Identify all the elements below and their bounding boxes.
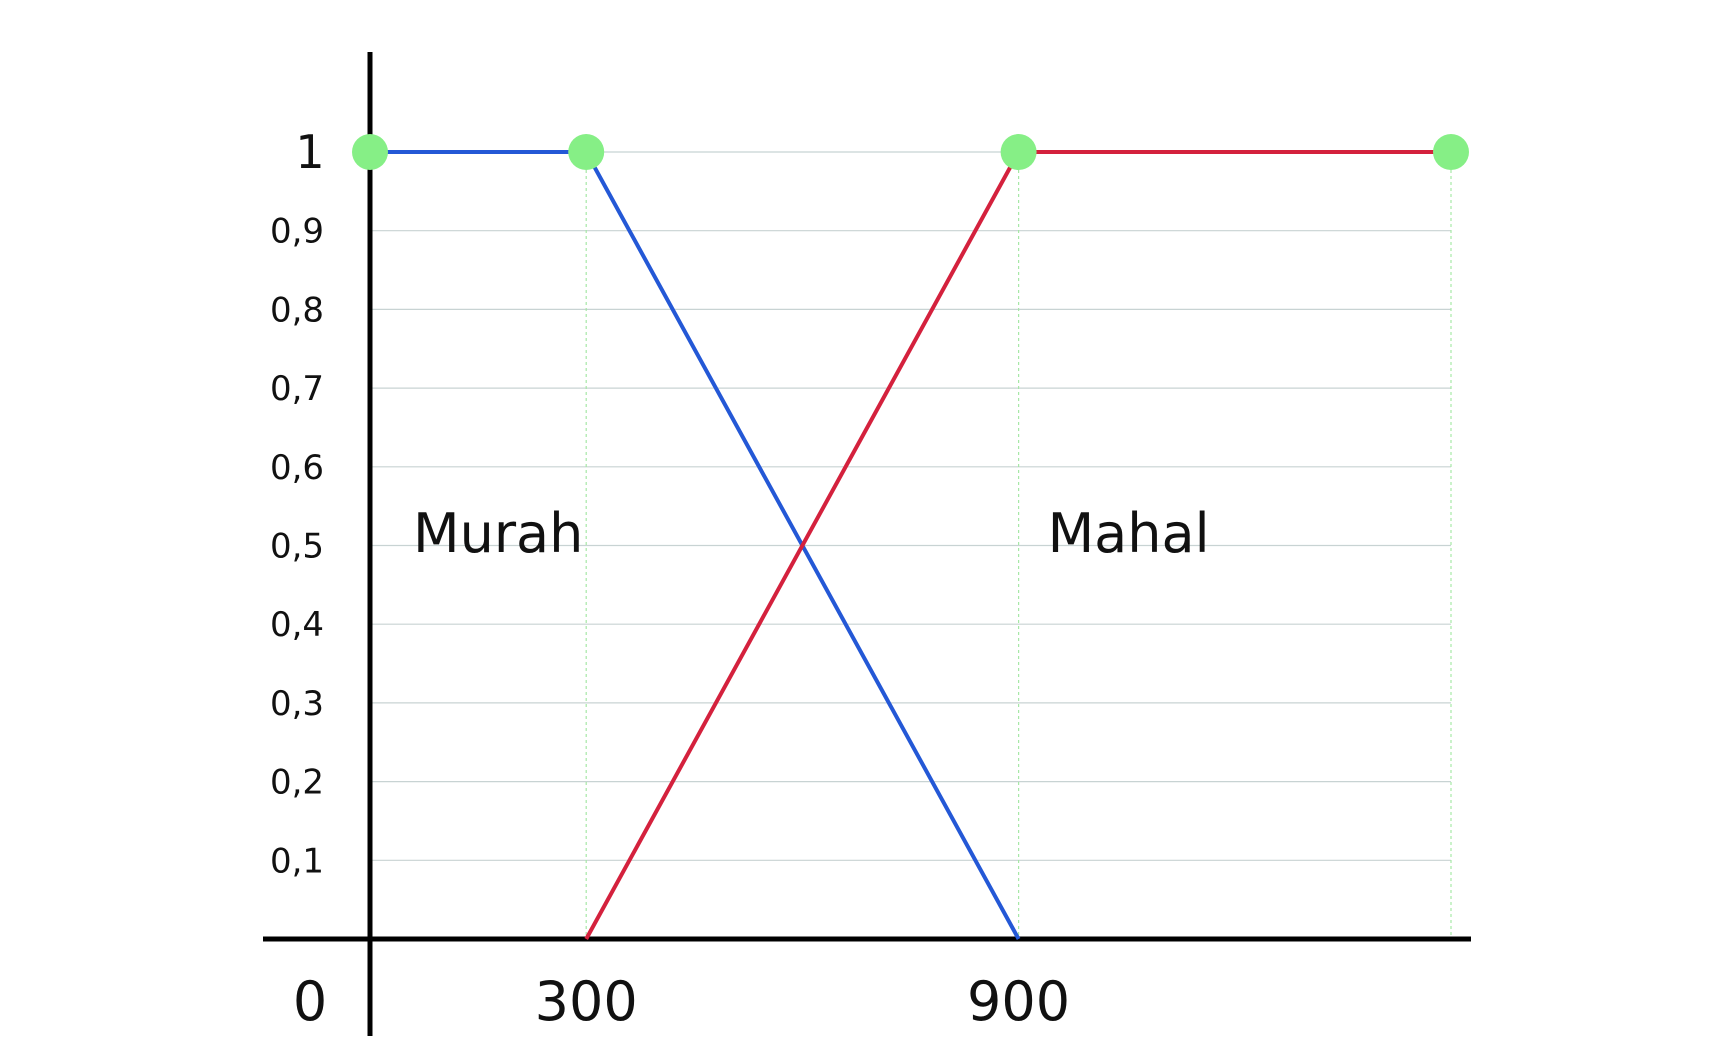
y-tick-label-0: 0,1 (270, 841, 324, 881)
y-tick-label-7: 0,8 (270, 290, 324, 330)
data-point-marker-1 (568, 134, 605, 170)
y-tick-label-3: 0,4 (270, 605, 324, 645)
data-point-marker-3 (1433, 134, 1469, 170)
x-tick-label-1: 300 (535, 970, 638, 1033)
x-tick-label-2: 900 (967, 970, 1070, 1033)
x-tick-label-0: 0 (293, 970, 327, 1033)
series-label-murah: Murah (413, 502, 583, 565)
y-tick-label-8: 0,9 (270, 212, 324, 252)
data-markers (352, 134, 1469, 170)
vertical-guides (585, 152, 1452, 939)
y-tick-label-9: 1 (295, 125, 324, 179)
data-point-marker-0 (352, 134, 388, 170)
y-tick-label-5: 0,6 (270, 448, 324, 488)
y-tick-label-2: 0,3 (270, 684, 324, 724)
y-tick-label-4: 0,5 (270, 527, 324, 567)
axes (263, 52, 1471, 1036)
y-tick-label-6: 0,7 (270, 369, 324, 409)
series-label-mahal: Mahal (1048, 502, 1210, 565)
labels: 0,1 0,2 0,3 0,4 0,5 0,6 0,7 0,8 0,9 1 0 300 900 Murah… (270, 125, 1210, 1033)
data-point-marker-2 (1000, 134, 1037, 170)
y-tick-label-1: 0,2 (270, 763, 324, 803)
